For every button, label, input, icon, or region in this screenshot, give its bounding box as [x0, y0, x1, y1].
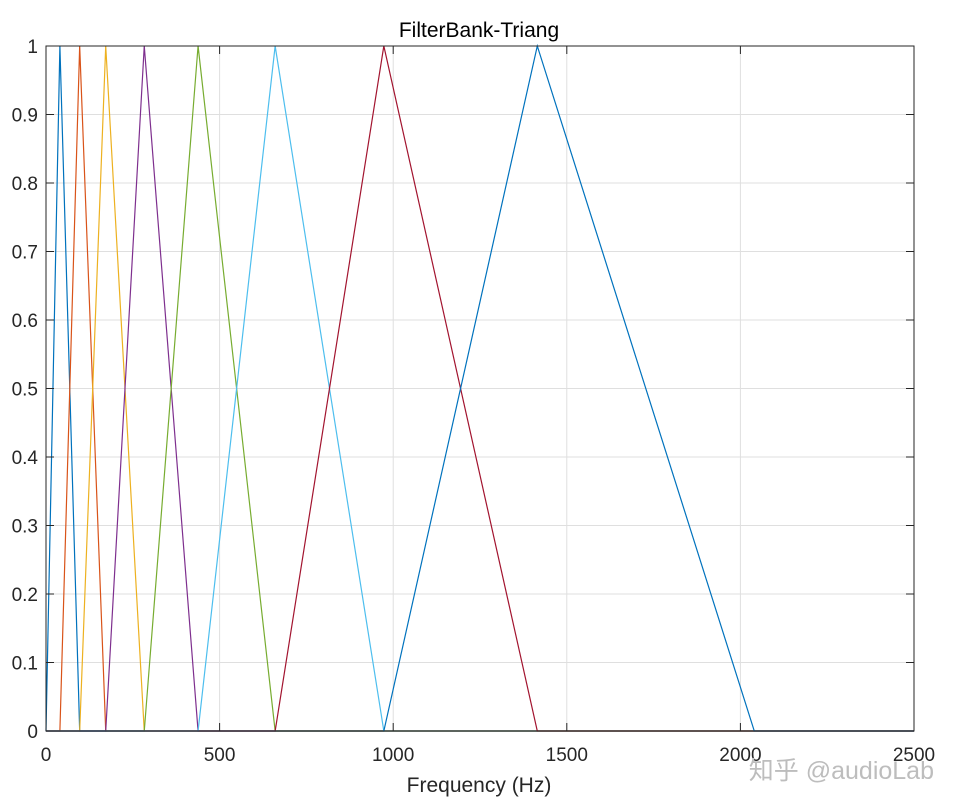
y-tick-label: 0.3: [12, 517, 38, 538]
x-tick-label: 1500: [546, 745, 588, 766]
x-tick-label: 500: [204, 745, 236, 766]
y-tick-label: 0.4: [12, 448, 39, 469]
y-tick-label: 0.8: [12, 174, 38, 195]
grid: [45, 45, 915, 732]
tick-labels: 0 500 1000 1500 2000 2500 0 0.1 0.2 0.3 0.4 0.5 0.6 0…: [12, 37, 936, 766]
x-axis-label: Frequency (Hz): [407, 774, 552, 797]
y-tick-label: 0.5: [12, 380, 38, 401]
watermark: 知乎 @audioLab: [749, 757, 934, 785]
x-tick-label: 1000: [372, 745, 414, 766]
x-tick-label: 0: [41, 745, 52, 766]
y-tick-label: 0.9: [12, 106, 38, 127]
y-tick-label: 0: [27, 722, 38, 743]
y-tick-label: 1: [27, 37, 38, 58]
y-tick-label: 0.1: [12, 654, 38, 675]
y-tick-label: 0.6: [12, 311, 38, 332]
x-tick-label: 2000: [719, 745, 761, 766]
y-tick-label: 0.2: [12, 585, 38, 606]
tick-marks: [45, 45, 915, 732]
x-tick-label: 2500: [893, 745, 935, 766]
y-tick-label: 0.7: [12, 243, 38, 264]
chart-title: FilterBank-Triang: [399, 19, 559, 42]
